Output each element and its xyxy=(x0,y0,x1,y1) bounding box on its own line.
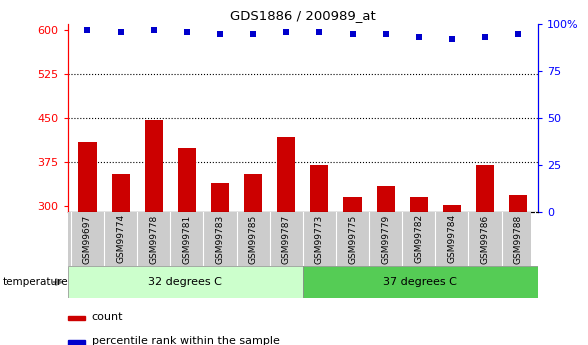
Text: GSM99783: GSM99783 xyxy=(216,214,225,264)
Bar xyxy=(376,186,395,345)
Bar xyxy=(476,165,494,345)
Bar xyxy=(244,174,262,345)
Point xyxy=(315,29,324,34)
Point xyxy=(480,34,490,40)
Bar xyxy=(68,316,85,321)
Text: GSM99787: GSM99787 xyxy=(282,214,290,264)
Text: GSM99786: GSM99786 xyxy=(480,214,490,264)
Bar xyxy=(310,165,329,345)
Text: GSM99784: GSM99784 xyxy=(447,214,456,264)
Text: count: count xyxy=(92,312,123,322)
Text: GSM99788: GSM99788 xyxy=(514,214,523,264)
Point xyxy=(83,27,92,32)
Point xyxy=(116,29,125,34)
Point xyxy=(447,37,457,42)
Point xyxy=(513,31,523,36)
Point xyxy=(348,31,358,36)
Text: 37 degrees C: 37 degrees C xyxy=(383,277,457,287)
Text: 32 degrees C: 32 degrees C xyxy=(148,277,222,287)
Text: GSM99779: GSM99779 xyxy=(381,214,390,264)
Text: percentile rank within the sample: percentile rank within the sample xyxy=(92,336,279,345)
Bar xyxy=(277,137,295,345)
Text: temperature: temperature xyxy=(3,277,69,287)
Title: GDS1886 / 200989_at: GDS1886 / 200989_at xyxy=(230,9,376,22)
Bar xyxy=(410,197,428,345)
Bar xyxy=(178,148,196,345)
Text: GSM99782: GSM99782 xyxy=(415,214,423,264)
Bar xyxy=(78,142,96,345)
Bar xyxy=(68,266,303,298)
Bar xyxy=(343,197,362,345)
Point xyxy=(248,31,258,36)
Text: GSM99773: GSM99773 xyxy=(315,214,324,264)
Point xyxy=(381,31,390,36)
Point xyxy=(215,31,225,36)
Point xyxy=(149,27,158,32)
Text: GSM99775: GSM99775 xyxy=(348,214,357,264)
Point xyxy=(282,29,291,34)
Bar xyxy=(509,195,527,345)
Bar xyxy=(303,266,538,298)
Text: GSM99697: GSM99697 xyxy=(83,214,92,264)
Text: GSM99778: GSM99778 xyxy=(149,214,158,264)
Point xyxy=(182,29,192,34)
Text: GSM99781: GSM99781 xyxy=(182,214,191,264)
Text: GSM99774: GSM99774 xyxy=(116,214,125,264)
Bar xyxy=(68,340,85,345)
Bar xyxy=(112,174,130,345)
Text: GSM99785: GSM99785 xyxy=(249,214,258,264)
Bar xyxy=(443,205,461,345)
Bar xyxy=(145,120,163,345)
Bar xyxy=(211,183,229,345)
Point xyxy=(414,34,423,40)
